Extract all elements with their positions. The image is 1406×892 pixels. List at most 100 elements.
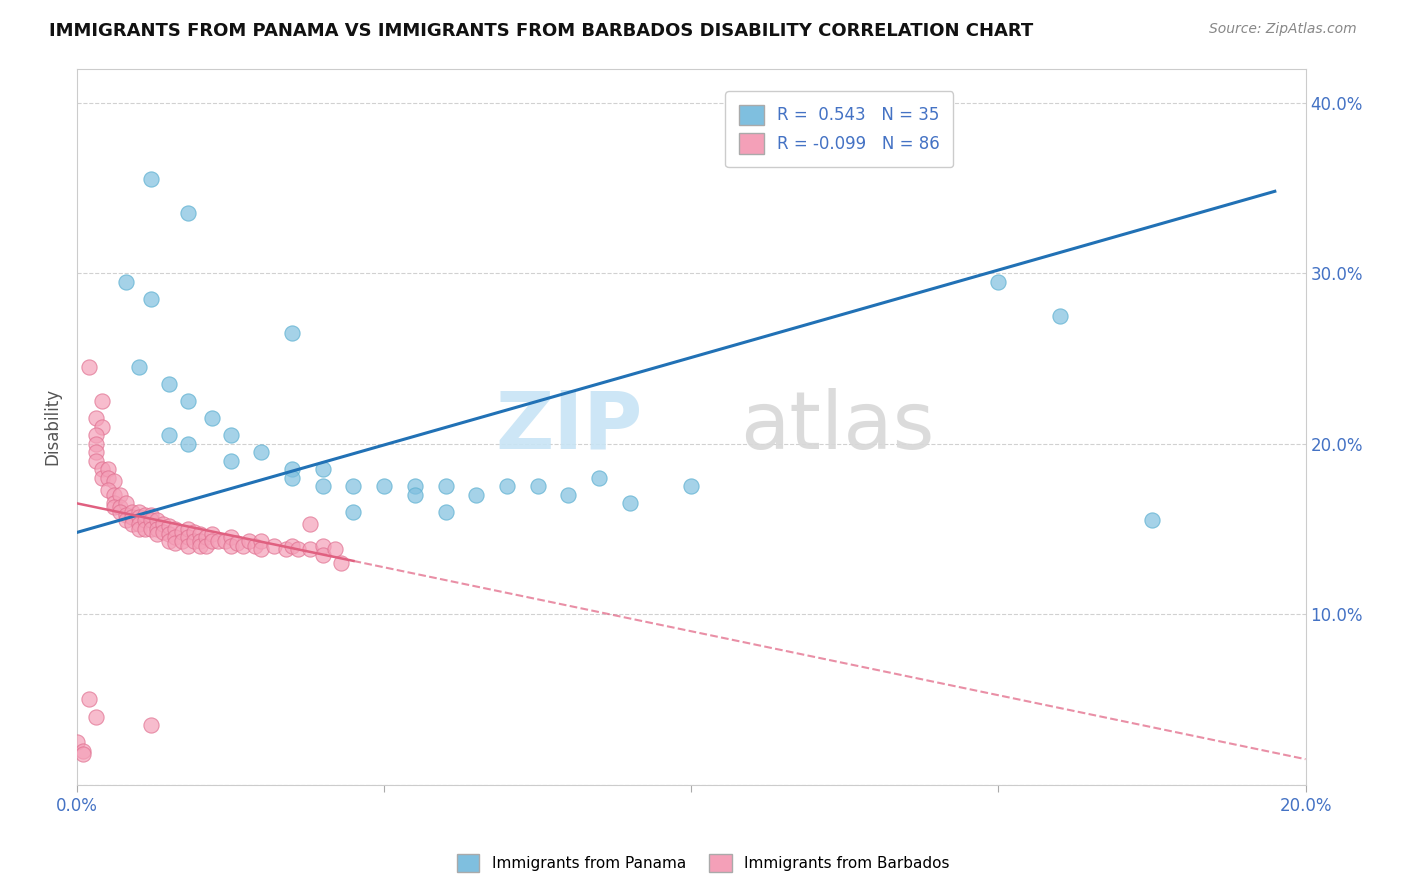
- Point: [128, 505, 150, 519]
- Point: [496, 479, 519, 493]
- Point: [404, 479, 426, 493]
- Point: [146, 513, 169, 527]
- Point: [157, 376, 180, 391]
- Point: [312, 548, 335, 562]
- Point: [134, 522, 156, 536]
- Text: atlas: atlas: [741, 388, 935, 466]
- Point: [183, 525, 205, 540]
- Point: [299, 516, 322, 531]
- Point: [619, 496, 641, 510]
- Point: [146, 522, 169, 536]
- Point: [103, 488, 125, 502]
- Point: [281, 462, 304, 476]
- Point: [312, 479, 335, 493]
- Text: ZIP: ZIP: [495, 388, 643, 466]
- Point: [84, 411, 107, 425]
- Point: [134, 508, 156, 523]
- Point: [139, 718, 162, 732]
- Point: [299, 542, 322, 557]
- Point: [97, 462, 120, 476]
- Point: [195, 539, 218, 553]
- Point: [176, 206, 198, 220]
- Point: [108, 500, 131, 514]
- Point: [66, 735, 89, 749]
- Point: [434, 479, 457, 493]
- Point: [263, 539, 285, 553]
- Point: [225, 535, 247, 549]
- Point: [157, 533, 180, 548]
- Point: [201, 411, 224, 425]
- Point: [157, 428, 180, 442]
- Point: [115, 508, 138, 523]
- Legend: Immigrants from Panama, Immigrants from Barbados: Immigrants from Panama, Immigrants from …: [449, 846, 957, 880]
- Point: [287, 542, 309, 557]
- Point: [97, 471, 120, 485]
- Point: [115, 496, 138, 510]
- Point: [201, 527, 224, 541]
- Point: [176, 394, 198, 409]
- Point: [121, 505, 143, 519]
- Point: [987, 275, 1010, 289]
- Point: [115, 275, 138, 289]
- Point: [219, 454, 242, 468]
- Point: [108, 505, 131, 519]
- Legend: R =  0.543   N = 35, R = -0.099   N = 86: R = 0.543 N = 35, R = -0.099 N = 86: [725, 91, 953, 167]
- Point: [373, 479, 395, 493]
- Point: [232, 539, 254, 553]
- Point: [84, 428, 107, 442]
- Point: [84, 709, 107, 723]
- Point: [342, 479, 364, 493]
- Point: [330, 556, 353, 570]
- Point: [108, 488, 131, 502]
- Point: [128, 359, 150, 374]
- Point: [157, 527, 180, 541]
- Point: [342, 505, 364, 519]
- Point: [404, 488, 426, 502]
- Point: [152, 516, 174, 531]
- Point: [139, 508, 162, 523]
- Point: [1140, 513, 1163, 527]
- Point: [170, 525, 193, 540]
- Point: [128, 522, 150, 536]
- Point: [281, 471, 304, 485]
- Point: [128, 516, 150, 531]
- Point: [165, 531, 187, 545]
- Point: [188, 533, 211, 548]
- Point: [207, 533, 229, 548]
- Point: [139, 522, 162, 536]
- Point: [139, 292, 162, 306]
- Point: [176, 531, 198, 545]
- Point: [90, 471, 112, 485]
- Point: [134, 513, 156, 527]
- Point: [681, 479, 703, 493]
- Point: [312, 462, 335, 476]
- Point: [72, 747, 94, 761]
- Point: [84, 454, 107, 468]
- Point: [526, 479, 548, 493]
- Text: Source: ZipAtlas.com: Source: ZipAtlas.com: [1209, 22, 1357, 37]
- Point: [219, 428, 242, 442]
- Point: [97, 483, 120, 497]
- Point: [219, 539, 242, 553]
- Point: [139, 513, 162, 527]
- Point: [434, 505, 457, 519]
- Point: [588, 471, 610, 485]
- Point: [1049, 309, 1071, 323]
- Point: [323, 542, 346, 557]
- Point: [170, 533, 193, 548]
- Point: [281, 539, 304, 553]
- Point: [90, 394, 112, 409]
- Point: [121, 510, 143, 524]
- Point: [281, 326, 304, 340]
- Point: [238, 533, 260, 548]
- Point: [183, 533, 205, 548]
- Point: [165, 522, 187, 536]
- Point: [312, 539, 335, 553]
- Point: [274, 542, 297, 557]
- Point: [90, 462, 112, 476]
- Point: [214, 533, 236, 548]
- Point: [176, 436, 198, 450]
- Point: [165, 535, 187, 549]
- Point: [84, 436, 107, 450]
- Text: IMMIGRANTS FROM PANAMA VS IMMIGRANTS FROM BARBADOS DISABILITY CORRELATION CHART: IMMIGRANTS FROM PANAMA VS IMMIGRANTS FRO…: [49, 22, 1033, 40]
